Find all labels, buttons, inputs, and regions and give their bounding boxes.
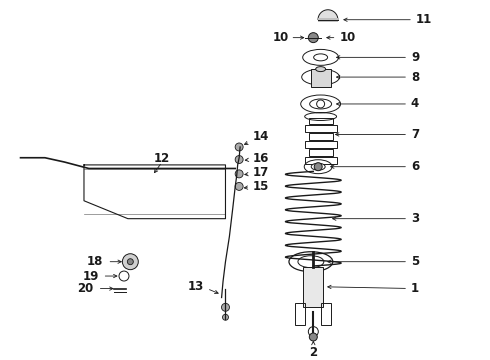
Text: 20: 20 <box>77 282 94 295</box>
Text: 12: 12 <box>154 152 170 165</box>
Bar <box>309 149 333 156</box>
Ellipse shape <box>311 163 325 170</box>
Bar <box>321 303 331 325</box>
Text: 1: 1 <box>328 282 419 295</box>
Text: 6: 6 <box>331 160 419 173</box>
Circle shape <box>127 259 133 265</box>
Bar <box>318 18 338 22</box>
Ellipse shape <box>314 54 328 61</box>
Text: 13: 13 <box>187 280 203 293</box>
Text: 15: 15 <box>245 180 269 193</box>
Bar <box>309 117 333 125</box>
Circle shape <box>235 170 243 178</box>
Bar <box>305 157 337 164</box>
Bar <box>309 134 333 140</box>
Circle shape <box>235 143 243 151</box>
Text: 16: 16 <box>245 152 269 165</box>
Circle shape <box>222 314 228 320</box>
Text: 10: 10 <box>327 31 356 44</box>
Ellipse shape <box>316 67 326 72</box>
Text: 7: 7 <box>336 128 419 141</box>
Text: 4: 4 <box>337 98 419 111</box>
Wedge shape <box>318 10 338 20</box>
Text: 2: 2 <box>309 342 318 359</box>
Text: 8: 8 <box>337 71 419 84</box>
Circle shape <box>317 100 324 108</box>
Text: 10: 10 <box>272 31 289 44</box>
Bar <box>311 69 331 87</box>
Circle shape <box>309 333 318 341</box>
Text: 9: 9 <box>337 51 419 64</box>
Circle shape <box>314 163 322 171</box>
Bar <box>305 141 337 148</box>
Text: 11: 11 <box>344 13 432 26</box>
Text: 17: 17 <box>245 166 269 179</box>
Bar <box>295 303 305 325</box>
Bar <box>305 126 337 132</box>
Text: 19: 19 <box>82 270 98 283</box>
Circle shape <box>221 303 229 311</box>
Circle shape <box>235 183 243 190</box>
Circle shape <box>308 33 318 42</box>
Text: 14: 14 <box>245 130 269 144</box>
Circle shape <box>235 156 243 163</box>
Text: 18: 18 <box>87 255 103 268</box>
Text: 3: 3 <box>333 212 419 225</box>
Text: 5: 5 <box>328 255 419 268</box>
Bar <box>303 267 323 307</box>
Circle shape <box>122 254 138 270</box>
Ellipse shape <box>298 256 324 268</box>
